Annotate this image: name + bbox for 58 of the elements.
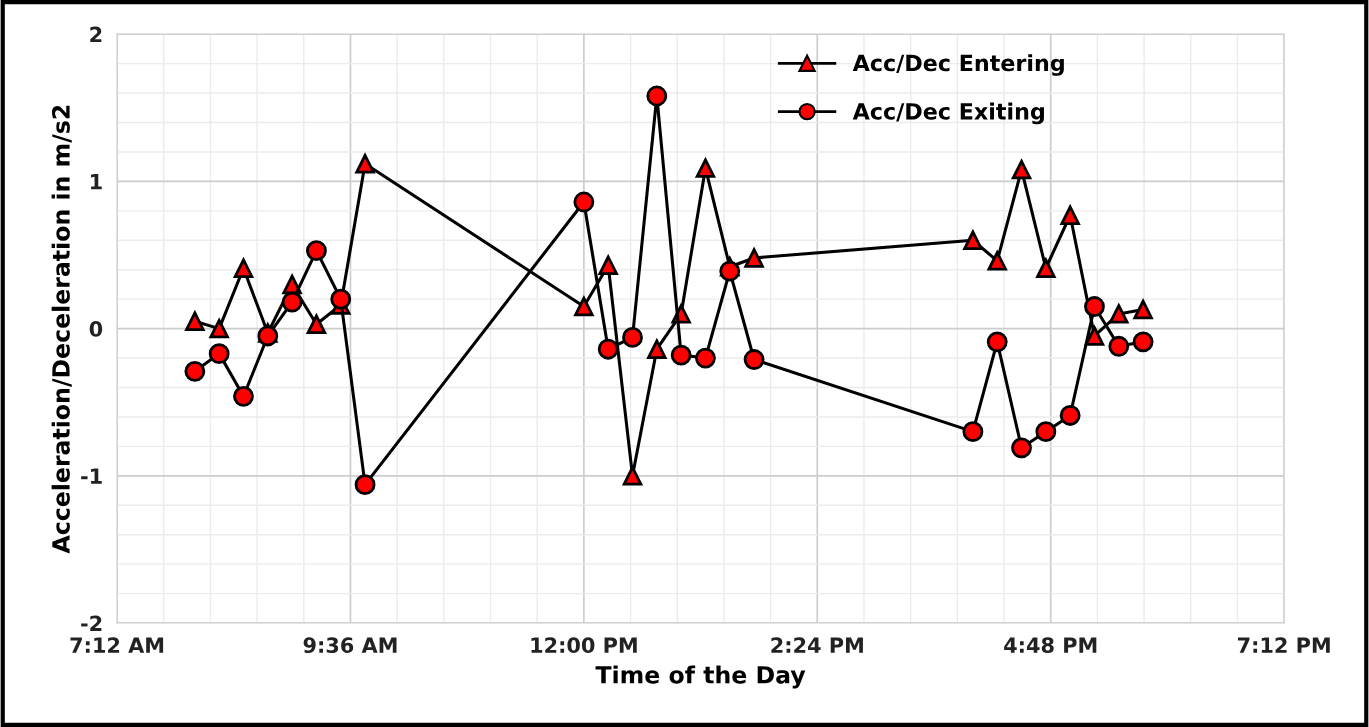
point bbox=[597, 338, 619, 360]
point bbox=[573, 191, 595, 213]
point bbox=[306, 314, 327, 334]
point bbox=[184, 360, 206, 382]
point bbox=[185, 311, 205, 331]
point bbox=[281, 291, 303, 313]
point bbox=[622, 327, 643, 348]
y-tick-label: -2 bbox=[81, 615, 102, 631]
point bbox=[744, 248, 764, 268]
point bbox=[233, 385, 254, 407]
x-tick-label: 4:48 PM bbox=[1004, 637, 1097, 654]
point bbox=[695, 347, 716, 369]
point bbox=[719, 260, 741, 282]
point bbox=[1109, 304, 1129, 324]
point bbox=[962, 421, 984, 443]
point bbox=[1132, 331, 1154, 353]
point bbox=[355, 154, 375, 174]
x-tick-label: 7:12 AM bbox=[70, 637, 164, 653]
point bbox=[1059, 405, 1081, 426]
x-tick-label: 2:24 PM bbox=[771, 637, 863, 653]
y-tick-label: 1 bbox=[91, 174, 102, 190]
y-axis-title: Acceleration/Deceleration in m/s2 bbox=[51, 105, 72, 554]
point bbox=[1011, 437, 1032, 459]
point bbox=[233, 258, 254, 278]
point bbox=[209, 318, 229, 339]
point bbox=[986, 331, 1008, 353]
point bbox=[1108, 335, 1130, 357]
point bbox=[208, 343, 230, 365]
point bbox=[1035, 421, 1057, 443]
point bbox=[306, 240, 327, 261]
point bbox=[670, 344, 692, 366]
point bbox=[330, 288, 352, 310]
point bbox=[646, 85, 668, 107]
point bbox=[1035, 256, 1057, 278]
point bbox=[962, 228, 983, 250]
legend-label: Acc/Dec Entering bbox=[852, 54, 1064, 76]
point bbox=[987, 251, 1007, 271]
point bbox=[1084, 296, 1105, 317]
y-tick-label: 2 bbox=[90, 26, 102, 43]
x-axis-title: Time of the Day bbox=[595, 665, 806, 689]
point bbox=[574, 296, 594, 317]
point bbox=[743, 349, 765, 370]
point bbox=[695, 158, 716, 178]
point bbox=[598, 255, 618, 276]
point bbox=[257, 325, 279, 347]
x-tick-label: 12:00 PM bbox=[531, 637, 637, 654]
y-tick-label: -1 bbox=[81, 468, 102, 484]
point bbox=[1011, 159, 1032, 180]
x-tick-label: 7:12 PM bbox=[1237, 637, 1330, 653]
point bbox=[1133, 299, 1153, 320]
point bbox=[647, 339, 667, 359]
point bbox=[1060, 205, 1080, 225]
point bbox=[354, 474, 376, 496]
x-tick-label: 9:36 AM bbox=[303, 637, 397, 654]
point bbox=[622, 466, 643, 486]
y-tick-label: 0 bbox=[89, 321, 103, 337]
point bbox=[1084, 326, 1105, 346]
legend-label: Acc/Dec Exiting bbox=[852, 102, 1044, 125]
